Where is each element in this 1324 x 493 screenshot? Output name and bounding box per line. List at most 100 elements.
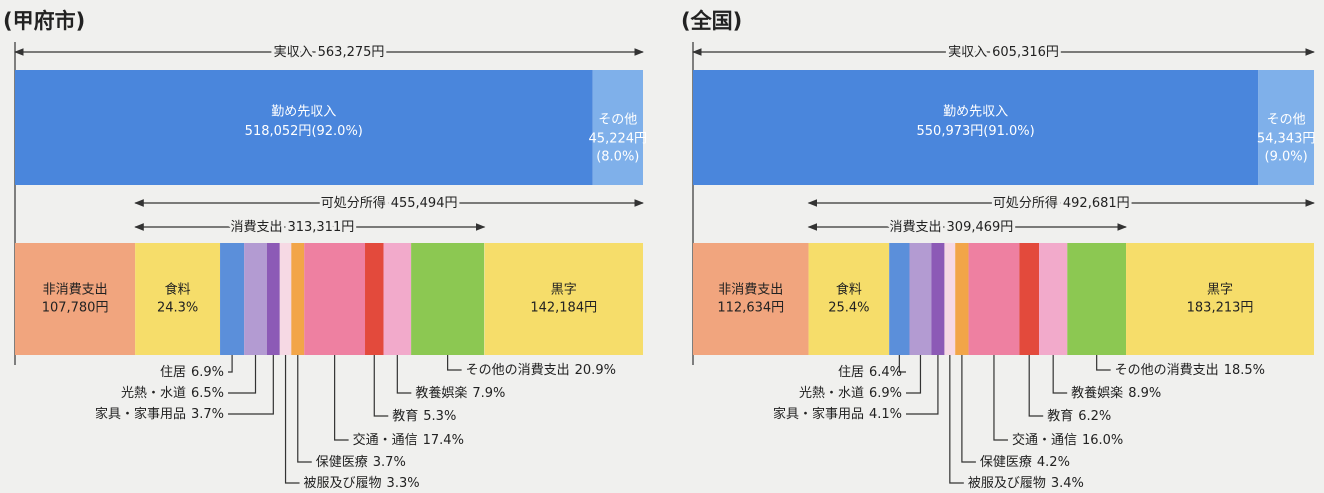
income-segment	[592, 70, 644, 185]
callout-line	[284, 355, 300, 484]
segment-value: 142,184円	[530, 301, 597, 316]
panel-title: (全国)	[681, 9, 742, 33]
segment-share: 25.4%	[828, 301, 869, 316]
callout-line	[373, 355, 389, 417]
income-label-part: 605,316円	[992, 45, 1059, 60]
callout-label: 住居 6.9%	[160, 365, 224, 380]
callout-line	[228, 355, 233, 373]
callout-label-part: 家具・家事用品	[95, 406, 186, 422]
callout-label-part: 18.5%	[1224, 363, 1265, 378]
disposable-label: 可処分所得 455,494円	[321, 195, 458, 211]
callout-line	[898, 355, 906, 373]
callout-label-part: 6.5%	[191, 386, 224, 401]
callout-label-part: その他の消費支出	[466, 363, 570, 378]
callout-label-part: 光熱・水道	[121, 386, 186, 401]
non-consumption-segment	[693, 243, 809, 355]
callout-label: 教養娯楽 7.9%	[415, 385, 505, 401]
callout-label: 教育 5.3%	[392, 408, 456, 424]
callout-label: 被服及び履物 3.3%	[304, 476, 420, 491]
callout-label: 教養娯楽 8.9%	[1071, 385, 1161, 401]
callout-label: 住居 6.4%	[838, 365, 902, 380]
segment-value-part: (92.0%)	[311, 124, 362, 139]
segment-name: 食料	[836, 282, 862, 298]
disposable-label-part: 可処分所得	[321, 195, 386, 211]
callout-label-part: 教養娯楽	[415, 385, 467, 401]
callout-label: 保健医療 4.2%	[980, 455, 1070, 470]
panel-title: (甲府市)	[3, 9, 85, 33]
disposable-label-part: 可処分所得	[993, 195, 1058, 211]
callout-label-part: 20.9%	[575, 363, 616, 378]
callout-label-part: 4.2%	[1037, 455, 1070, 470]
income-label-part: 実収入	[274, 44, 313, 60]
callout-label: その他の消費支出 20.9%	[466, 363, 616, 378]
callout-label-part: 保健医療	[316, 455, 368, 470]
callout-label-part: 6.9%	[869, 386, 902, 401]
segment-value: 54,343円	[1257, 132, 1316, 147]
callout-line	[1096, 355, 1111, 371]
callout-label-part: 被服及び履物	[968, 476, 1046, 491]
expense-segment	[1039, 243, 1068, 355]
callout-label: 家具・家事用品 3.7%	[95, 406, 224, 422]
callout-label-part: 被服及び履物	[304, 476, 382, 491]
callout-label: 交通・通信 17.4%	[353, 432, 464, 448]
callout-label-part: 交通・通信	[1012, 432, 1077, 448]
callout-label-part: 3.7%	[373, 455, 406, 470]
callout-line	[396, 355, 412, 394]
callout-line	[1028, 355, 1044, 417]
consumption-label-part: 消費支出	[890, 220, 942, 235]
segment-name: 勤め先収入	[271, 105, 336, 120]
callout-label-part: 6.2%	[1078, 409, 1111, 424]
segment-name: 黒字	[1207, 283, 1233, 298]
consumption-label: 消費支出 309,469円	[890, 220, 1014, 235]
segment-value: 183,213円	[1187, 301, 1254, 316]
disposable-label: 可処分所得 492,681円	[993, 195, 1130, 211]
callout-line	[906, 355, 939, 415]
expense-segment	[889, 243, 910, 355]
segment-value: 550,973円(91.0%)	[917, 124, 1035, 139]
non-consumption-segment	[15, 243, 136, 355]
expense-segment	[244, 243, 267, 355]
callout-label-part: 16.0%	[1082, 433, 1123, 448]
callout-label-part: 3.3%	[387, 476, 420, 491]
segment-value-part: (91.0%)	[983, 124, 1034, 139]
segment-share: 24.3%	[157, 301, 198, 316]
callout-label: 交通・通信 16.0%	[1012, 432, 1123, 448]
expense-segment	[304, 243, 366, 355]
segment-name: 黒字	[551, 283, 577, 298]
expense-segment	[135, 243, 221, 355]
callout-label-part: 保健医療	[980, 455, 1032, 470]
segment-name: 食料	[165, 282, 191, 298]
callout-label-part: 家具・家事用品	[773, 406, 864, 422]
expense-segment	[909, 243, 932, 355]
callout-line	[447, 355, 462, 371]
callout-label-part: 住居	[160, 365, 186, 380]
callout-label-part: 17.4%	[423, 433, 464, 448]
callout-label: 保健医療 3.7%	[316, 455, 406, 470]
callout-label-part: 6.4%	[869, 365, 902, 380]
callout-label-part: 交通・通信	[353, 432, 418, 448]
expense-segment	[411, 243, 485, 355]
segment-value: 112,634円	[717, 301, 784, 316]
callout-line	[1052, 355, 1068, 394]
callout-line	[334, 355, 349, 441]
income-segment	[693, 70, 1259, 185]
disposable-label-part: 492,681円	[1063, 196, 1130, 211]
segment-name: その他	[598, 113, 637, 128]
callout-label-part: 3.7%	[191, 407, 224, 422]
callout-label-part: 3.4%	[1051, 476, 1084, 491]
callout-label-part: 光熱・水道	[799, 386, 864, 401]
disposable-label-part: 455,494円	[391, 196, 458, 211]
segment-value-part: 550,973円	[917, 124, 984, 139]
segment-value: 518,052円(92.0%)	[245, 124, 363, 139]
callout-label: その他の消費支出 18.5%	[1115, 363, 1265, 378]
segment-value: 107,780円	[42, 301, 109, 316]
surplus-segment	[1126, 243, 1314, 355]
callout-label-part: 5.3%	[423, 409, 456, 424]
callout-label-part: 住居	[838, 365, 864, 380]
income-label-part: 実収入	[948, 44, 987, 60]
callout-label-part: 8.9%	[1128, 386, 1161, 401]
segment-name: 非消費支出	[43, 283, 108, 298]
callout-line	[949, 355, 964, 484]
callout-label: 被服及び履物 3.4%	[968, 476, 1084, 491]
